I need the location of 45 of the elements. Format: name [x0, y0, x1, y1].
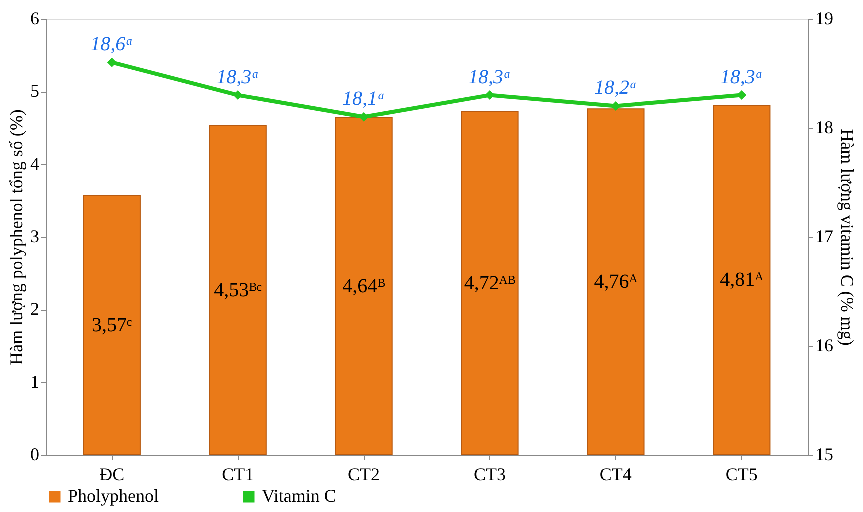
- y2-tick-label: 17: [816, 226, 834, 246]
- point: [737, 90, 747, 100]
- bar: [83, 195, 141, 456]
- data-label: 3,57ᶜ: [92, 314, 132, 336]
- x-tick-label: CT1: [222, 464, 254, 484]
- data-label: 18,3ᵃ: [216, 66, 260, 88]
- data-label: 4,53ᴮᶜ: [214, 279, 262, 302]
- y-tick-label: 1: [30, 372, 40, 392]
- y-axis-title: Hàm lượng polyphenol tổng số (%): [6, 110, 26, 366]
- y-tick-label: 6: [30, 8, 40, 28]
- data-label: 18,2ᵃ: [594, 77, 638, 100]
- point: [233, 90, 243, 100]
- data-label: 4,72ᴬᴮ: [464, 272, 516, 295]
- y-tick-label: 5: [30, 81, 40, 102]
- data-label: 18,6ᵃ: [90, 34, 134, 56]
- y2-tick-label: 19: [816, 8, 834, 28]
- y-tick-label: 2: [30, 299, 40, 320]
- legend-label: Vitamin C: [262, 486, 336, 506]
- bar: [713, 104, 771, 456]
- bar: [335, 117, 393, 456]
- data-label: 18,3ᵃ: [720, 66, 764, 88]
- y2-tick-label: 15: [816, 444, 834, 464]
- y2-axis-title: Hàm lượng vitamin C (% mg): [838, 129, 858, 346]
- point: [359, 112, 369, 122]
- y2-tick-label: 18: [816, 118, 834, 138]
- data-label: 18,3ᵃ: [468, 66, 512, 88]
- x-tick-label: ĐC: [100, 464, 125, 484]
- data-label: 18,1ᵃ: [342, 88, 386, 110]
- data-label: 4,64ᴮ: [342, 275, 386, 298]
- data-label: 4,76ᴬ: [594, 271, 638, 294]
- bar: [587, 108, 645, 456]
- data-label: 4,81ᴬ: [720, 269, 764, 292]
- legend-label: Pholyphenol: [68, 486, 160, 506]
- x-tick-label: CT5: [726, 464, 758, 484]
- point: [107, 58, 117, 68]
- x-tick-label: CT4: [600, 464, 632, 484]
- y-tick-label: 4: [30, 154, 40, 174]
- point: [485, 90, 495, 100]
- y-tick-label: 3: [30, 226, 40, 246]
- x-tick-label: CT3: [474, 464, 506, 484]
- y-tick-label: 0: [30, 444, 40, 464]
- bar: [209, 125, 267, 456]
- x-tick-label: CT2: [348, 464, 380, 484]
- bar: [461, 112, 519, 456]
- y2-tick-label: 16: [816, 336, 834, 356]
